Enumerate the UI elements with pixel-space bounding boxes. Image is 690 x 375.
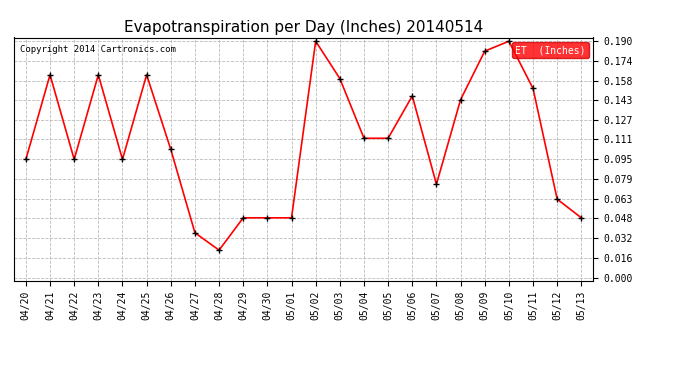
Text: Copyright 2014 Cartronics.com: Copyright 2014 Cartronics.com <box>19 45 175 54</box>
Title: Evapotranspiration per Day (Inches) 20140514: Evapotranspiration per Day (Inches) 2014… <box>124 20 483 35</box>
Legend: ET  (Inches): ET (Inches) <box>512 42 589 58</box>
